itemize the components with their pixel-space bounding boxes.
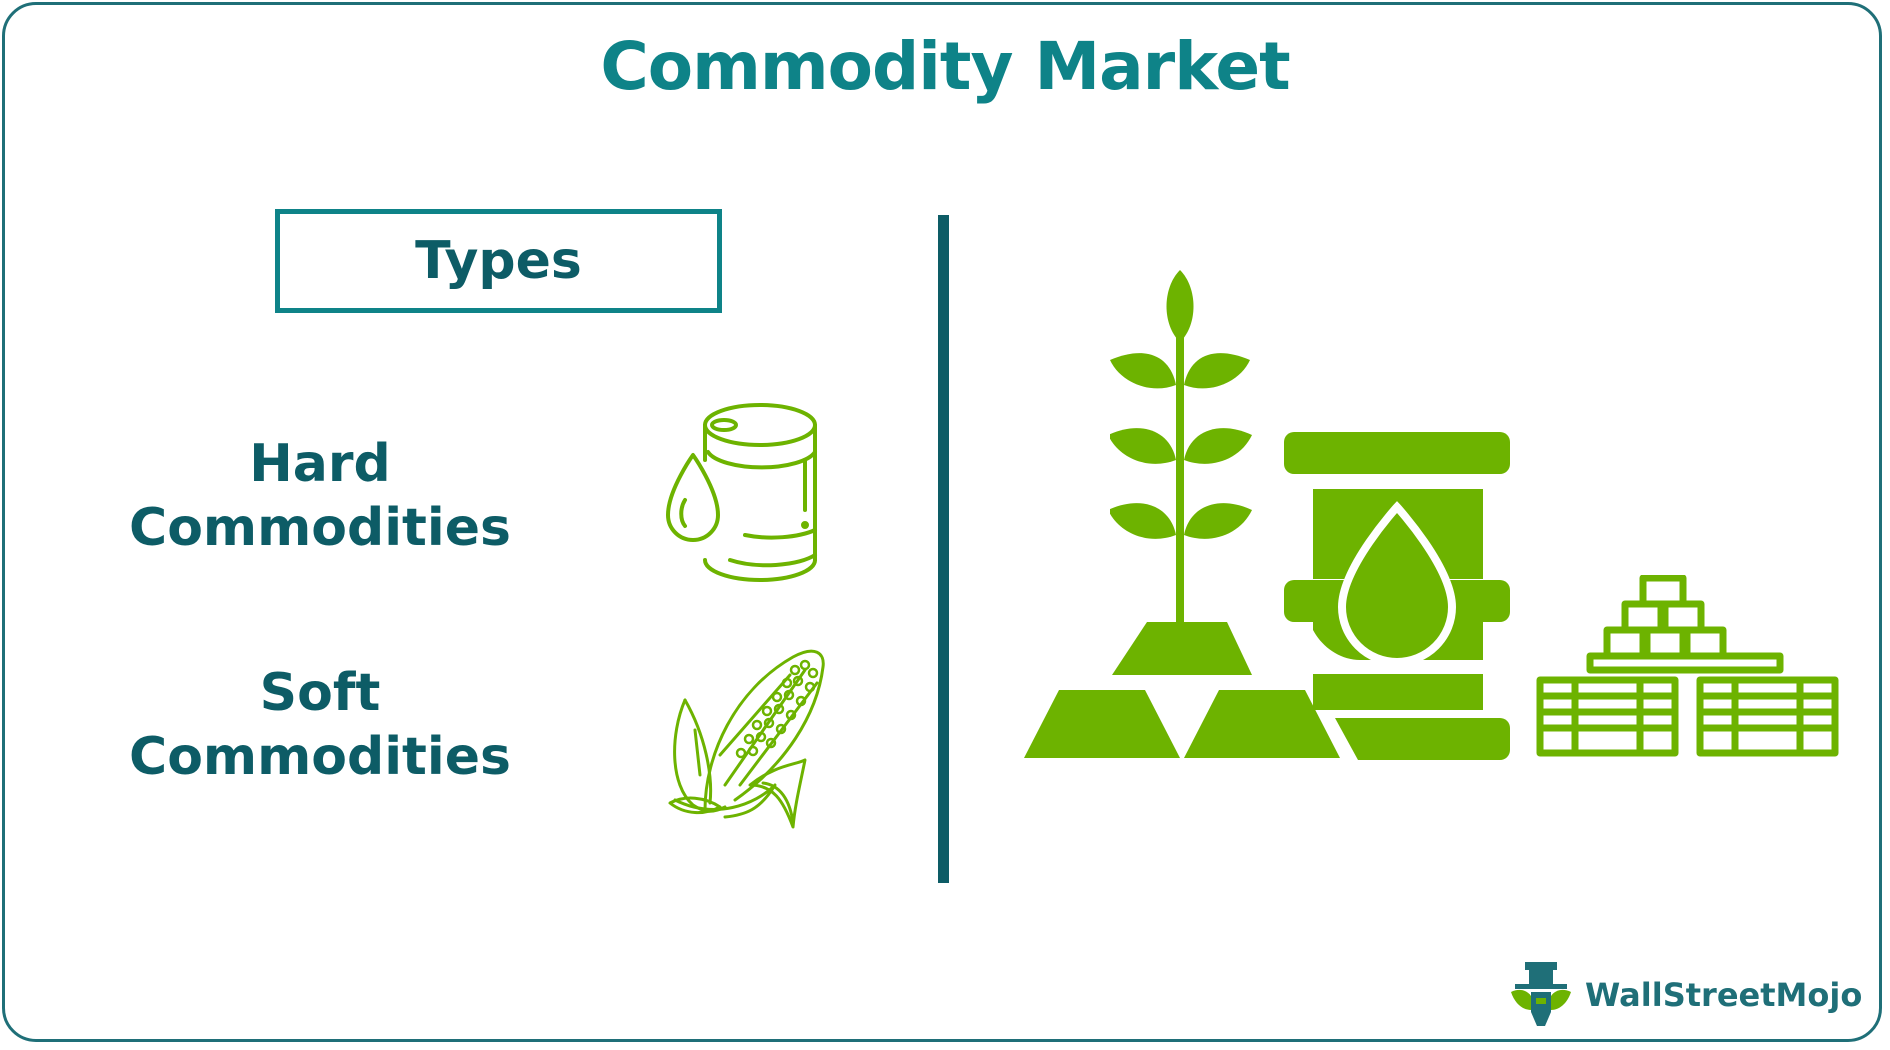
hard-commodities-label: Hard Commodities — [100, 432, 540, 560]
brand-logo: WallStreetMojo — [1505, 960, 1862, 1030]
hard-commodities-line1: Hard — [249, 434, 391, 494]
types-heading: Types — [415, 231, 582, 291]
plant-icon — [1110, 270, 1252, 630]
soft-commodities-line1: Soft — [259, 663, 381, 723]
types-heading-box: Types — [275, 209, 722, 313]
oil-barrel-icon — [1284, 432, 1510, 760]
coin-stacks-icon — [1536, 575, 1839, 757]
soft-commodities-line2: Commodities — [129, 727, 511, 787]
hard-commodities-line2: Commodities — [129, 498, 511, 558]
wallstreetmojo-logo-icon — [1511, 962, 1571, 1026]
corn-cob-icon — [668, 649, 825, 829]
brand-name: WallStreetMojo — [1585, 976, 1863, 1014]
oil-barrel-drop-icon — [666, 403, 817, 582]
soft-commodities-label: Soft Commodities — [100, 661, 540, 789]
gold-bars-icon — [1024, 622, 1340, 758]
page-title: Commodity Market — [600, 28, 1290, 105]
divider — [938, 215, 949, 883]
